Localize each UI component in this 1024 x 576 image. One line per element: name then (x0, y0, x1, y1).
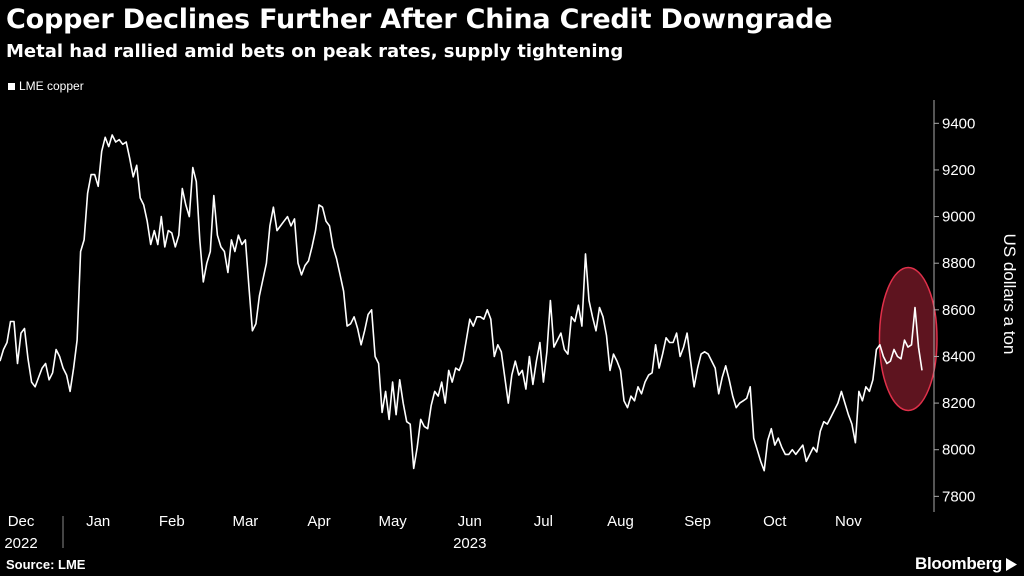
highlight-ellipse (878, 266, 938, 412)
x-tick-label: Apr (307, 513, 330, 530)
x-year-label: 2023 (453, 535, 486, 552)
x-tick-label: Dec (8, 513, 35, 530)
x-tick-label: Aug (607, 513, 634, 530)
bloomberg-arrow-icon (1006, 558, 1017, 571)
y-tick-label: 8200 (942, 395, 975, 412)
chart-subtitle: Metal had rallied amid bets on peak rate… (6, 41, 624, 62)
y-tick-label: 8400 (942, 348, 975, 365)
x-tick-label: Feb (159, 513, 185, 530)
y-tick-label: 8800 (942, 255, 975, 272)
x-tick-label: Sep (684, 513, 711, 530)
y-tick-label: 8000 (942, 442, 975, 459)
y-tick-label: 9200 (942, 162, 975, 179)
y-tick-label: 9000 (942, 209, 975, 226)
x-tick-label: Nov (835, 513, 862, 530)
y-tick-label: 7800 (942, 488, 975, 505)
y-axis-title: US dollars a ton (1000, 234, 1019, 355)
x-tick-label: Mar (232, 513, 258, 530)
series-line-lme-copper (0, 134, 923, 472)
x-tick-label: Jun (458, 513, 482, 530)
legend-label: LME copper (19, 79, 84, 93)
brand-logo: Bloomberg (914, 554, 1002, 573)
legend: LME copper (8, 79, 84, 93)
x-tick-label: May (378, 513, 407, 530)
chart-title: Copper Declines Further After China Cred… (6, 4, 833, 35)
x-year-label: 2022 (4, 535, 37, 552)
y-tick-label: 9400 (942, 115, 975, 132)
legend-swatch (8, 82, 15, 90)
y-tick-label: 8600 (942, 302, 975, 319)
source-note: Source: LME (6, 557, 86, 572)
x-tick-label: Oct (763, 513, 787, 530)
x-tick-label: Jul (534, 513, 553, 530)
x-tick-label: Jan (86, 513, 110, 530)
